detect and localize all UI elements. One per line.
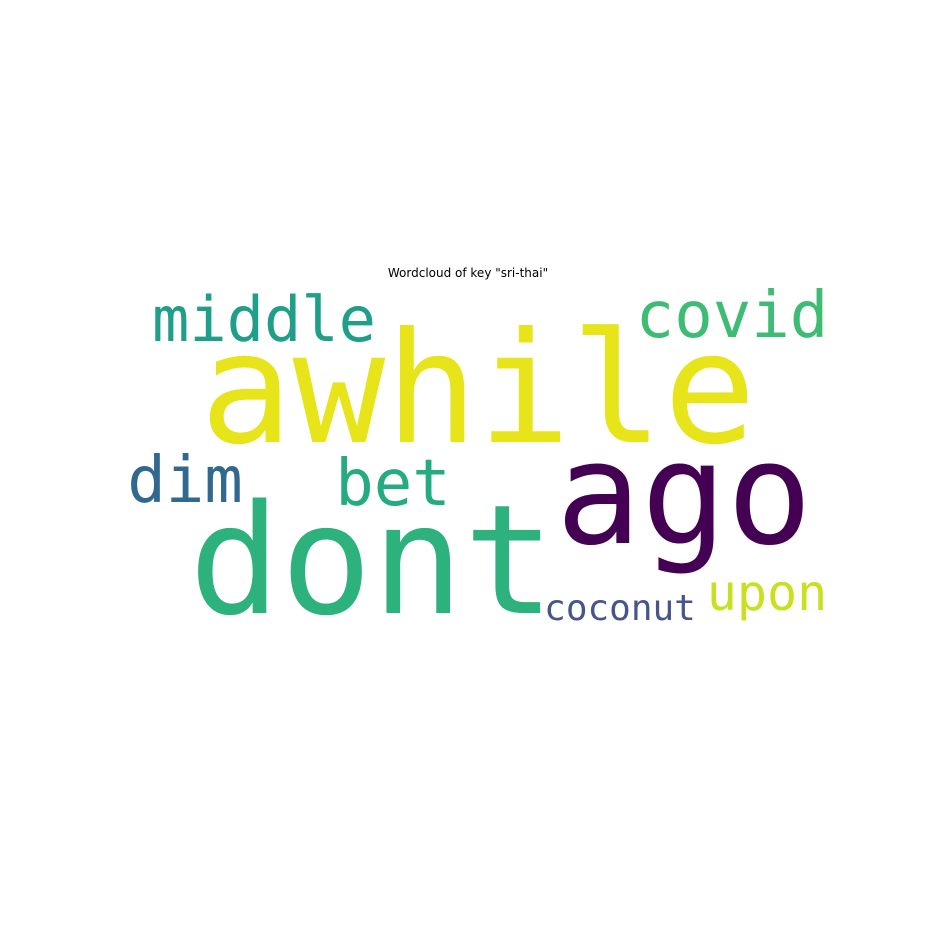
word-coconut: coconut	[544, 588, 696, 629]
word-awhile: awhile	[200, 300, 756, 479]
word-bet: bet	[335, 447, 451, 521]
word-covid: covid	[636, 279, 829, 353]
word-upon: upon	[707, 564, 827, 622]
word-ago: ago	[556, 412, 812, 577]
word-dim: dim	[127, 444, 243, 518]
word-middle: middle	[152, 283, 376, 356]
chart-title: Wordcloud of key "sri-thai"	[387, 266, 549, 280]
word-dont: dont	[189, 472, 555, 649]
